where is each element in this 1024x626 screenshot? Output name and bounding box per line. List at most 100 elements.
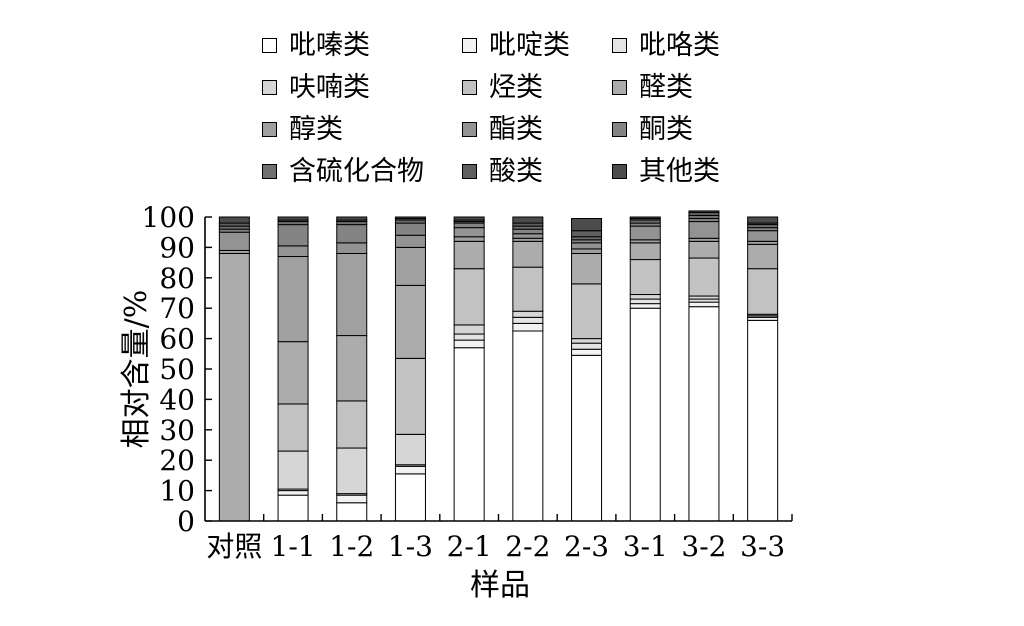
legend-item: 醇类 <box>262 112 343 146</box>
bar-segment <box>336 502 368 522</box>
bar-segment <box>629 298 661 305</box>
bar-segment <box>394 433 426 466</box>
bar-segment <box>336 216 368 221</box>
bar-segment <box>336 224 368 244</box>
legend-item: 酮类 <box>612 112 693 146</box>
bar-segment <box>571 283 603 340</box>
legend-item: 烃类 <box>462 70 543 104</box>
legend-label: 其他类 <box>639 155 720 187</box>
bar-segment <box>394 284 426 359</box>
legend-label: 酮类 <box>639 113 693 145</box>
legend-swatch <box>612 121 627 137</box>
bar-stack <box>747 216 779 522</box>
y-tick-label: 0 <box>177 505 195 538</box>
bar-segment <box>571 342 603 350</box>
y-tick-label: 50 <box>159 353 195 386</box>
bar-segment <box>453 324 485 335</box>
bar-segment <box>747 216 779 224</box>
x-axis-tick-labels: 对照 1-1 1-2 1-3 2-1 2-2 2-3 3-1 3-2 3-3 <box>206 530 785 563</box>
x-tick-label: 2-3 <box>564 530 609 563</box>
bar-segment <box>453 333 485 341</box>
bar-segment <box>336 252 368 337</box>
bar-segment <box>629 225 661 241</box>
bar-segment <box>571 338 603 344</box>
bar-segment <box>277 450 309 490</box>
y-axis-title: 相对含量/% <box>119 290 154 449</box>
legend-item: 吡咯类 <box>612 28 720 62</box>
bar-stack <box>277 216 309 522</box>
bar-segment <box>571 242 603 250</box>
legend-item: 酸类 <box>462 154 543 188</box>
bar-stacks <box>218 210 779 522</box>
x-tick-label: 1-2 <box>329 530 374 563</box>
y-tick-label: 100 <box>142 201 195 234</box>
bar-segment <box>571 252 603 285</box>
y-tick-label: 10 <box>159 475 195 508</box>
bar-segment <box>688 301 720 308</box>
bar-segment <box>629 307 661 522</box>
bar-segment <box>277 490 309 496</box>
bar-segment <box>453 268 485 326</box>
bar-segment <box>277 216 309 221</box>
y-tick-label: 80 <box>159 262 195 295</box>
bar-segment <box>629 242 661 261</box>
bar-segment <box>453 222 485 229</box>
bar-segment <box>453 216 485 221</box>
bar-segment <box>218 216 250 224</box>
bar-segment <box>571 354 603 522</box>
legend-label: 吡啶类 <box>489 29 570 61</box>
bar-segment <box>747 230 779 242</box>
bar-segment <box>277 224 309 247</box>
x-tick-label: 3-3 <box>740 530 785 563</box>
bar-segment <box>277 494 309 522</box>
legend-label: 醛类 <box>639 71 693 103</box>
x-tick-label: 2-1 <box>447 530 492 563</box>
legend-item: 酯类 <box>462 112 543 146</box>
bar-segment <box>688 257 720 297</box>
bar-segment <box>571 230 603 238</box>
y-tick-label: 20 <box>159 444 195 477</box>
legend-item: 其他类 <box>612 154 720 188</box>
bar-segment <box>629 216 661 220</box>
legend-swatch <box>462 79 477 95</box>
legend-label: 酯类 <box>489 113 543 145</box>
bar-stack <box>512 216 544 522</box>
bar-segment <box>512 240 544 268</box>
legend-label: 吡嗪类 <box>289 29 370 61</box>
bar-segment <box>512 228 544 235</box>
bar-segment <box>512 330 544 522</box>
legend-swatch <box>612 79 627 95</box>
bar-segment <box>453 240 485 270</box>
legend-swatch <box>262 121 277 137</box>
x-tick-label: 3-1 <box>623 530 668 563</box>
y-tick-label: 30 <box>159 414 195 447</box>
x-tick-label: 1-3 <box>388 530 433 563</box>
bar-segment <box>394 222 426 236</box>
bar-segment <box>512 322 544 332</box>
legend-swatch <box>262 37 277 53</box>
bar-stack <box>394 216 426 522</box>
legend-item: 吡啶类 <box>462 28 570 62</box>
bar-segment <box>394 216 426 220</box>
x-tick-label: 1-1 <box>271 530 316 563</box>
bar-segment <box>218 231 250 251</box>
bar-segment <box>394 357 426 435</box>
bar-segment <box>688 210 720 213</box>
chart-legend: 吡嗪类 吡啶类 吡咯类 呋喃类 烃类 醛类 醇类 酯类 酮类 含硫化合物 酸类 其他类 <box>262 28 762 198</box>
bar-segment <box>453 236 485 242</box>
bar-segment <box>453 227 485 238</box>
bar-segment <box>512 316 544 324</box>
bar-stack <box>453 216 485 522</box>
legend-label: 呋喃类 <box>289 71 370 103</box>
bar-segment <box>512 216 544 224</box>
legend-swatch <box>462 37 477 53</box>
bar-segment <box>688 221 720 239</box>
bar-segment <box>277 403 309 452</box>
bar-segment <box>394 246 426 286</box>
bar-segment <box>394 473 426 522</box>
bar-segment <box>747 243 779 270</box>
bar-segment <box>629 294 661 300</box>
bar-segment <box>277 256 309 343</box>
